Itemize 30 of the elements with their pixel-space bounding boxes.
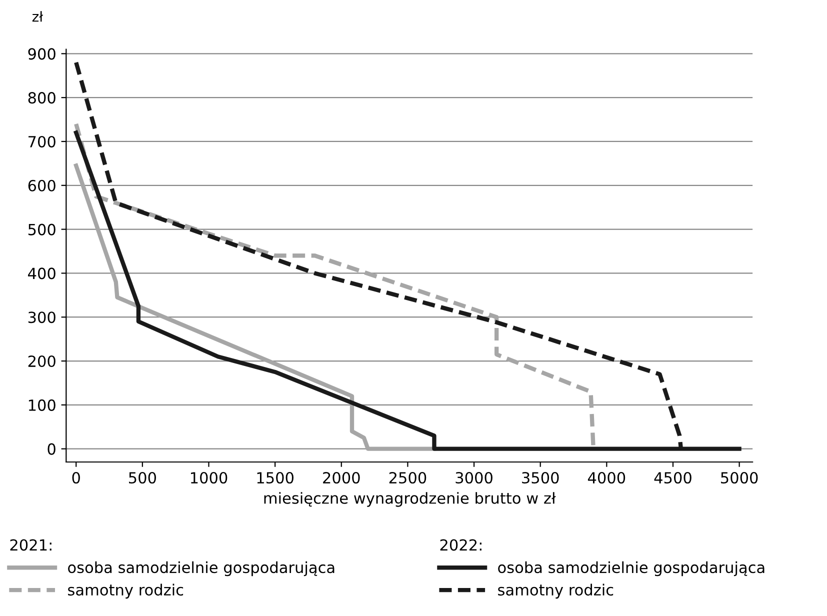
y-tick-label: 100 <box>28 399 56 411</box>
y-tick-label: 600 <box>28 180 56 192</box>
line-series <box>74 164 436 451</box>
x-tick-label: 2000 <box>323 472 360 484</box>
legend-label: samotny rodzic <box>498 584 614 599</box>
y-tick-label: 300 <box>28 312 56 324</box>
legend-label: samotny rodzic <box>68 584 184 599</box>
x-tick-label: 1500 <box>257 472 294 484</box>
x-tick-label: 2500 <box>389 472 426 484</box>
x-tick-label: 4500 <box>654 472 692 484</box>
x-tick-label: 1000 <box>190 472 228 484</box>
legend-label: osoba samodzielnie gospodarująca <box>498 561 764 576</box>
x-tick-label: 5000 <box>721 472 758 484</box>
y-tick-label: 0 <box>48 443 56 455</box>
y-tick-label: 400 <box>28 268 56 280</box>
y-tick-label: 500 <box>28 224 56 236</box>
x-tick-label: 0 <box>72 472 80 484</box>
y-tick-label: 800 <box>28 92 56 104</box>
x-tick-label: 3500 <box>522 472 559 484</box>
text: 2022: <box>440 539 482 551</box>
x-axis-title: miesięczne wynagrodzenie brutto w zł <box>264 492 556 507</box>
text: 2021: <box>10 539 52 551</box>
legend-label: osoba samodzielnie gospodarująca <box>68 561 334 576</box>
x-tick-label: 500 <box>129 472 156 484</box>
x-tick-label: 4000 <box>588 472 626 484</box>
y-tick-label: 700 <box>28 136 56 148</box>
x-tick-label: 3000 <box>456 472 492 484</box>
y-tick-label: 900 <box>28 48 56 60</box>
y-axis-title: zł <box>32 11 44 22</box>
y-tick-label: 200 <box>28 355 56 368</box>
